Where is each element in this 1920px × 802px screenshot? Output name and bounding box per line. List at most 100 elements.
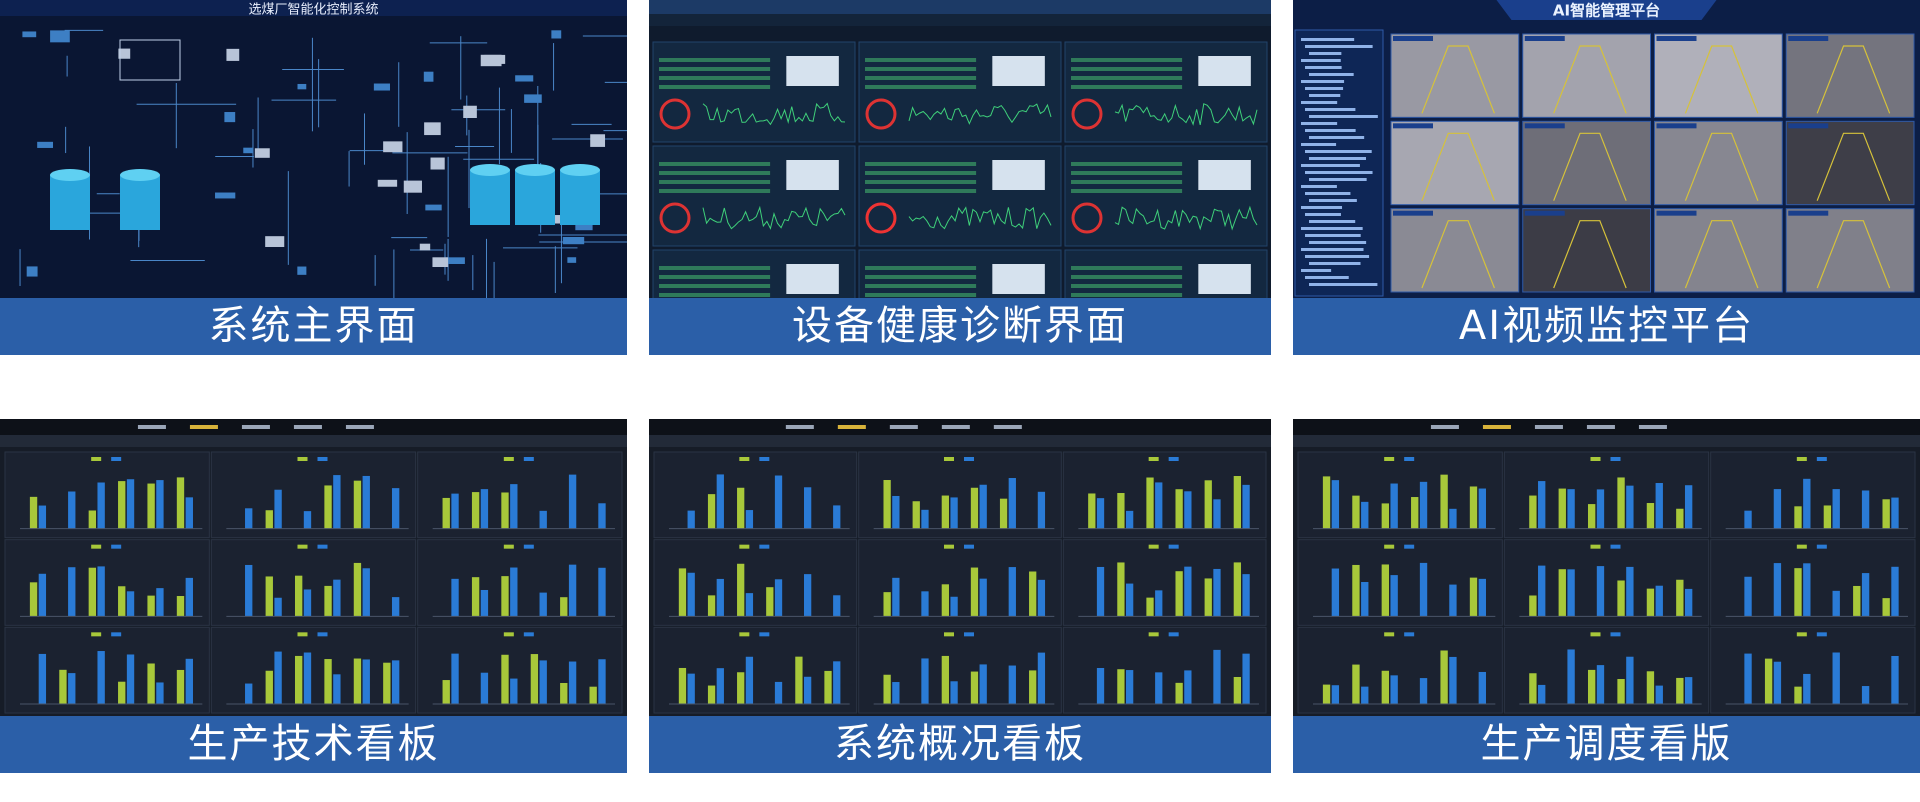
decor-bar bbox=[303, 589, 312, 617]
tree-item bbox=[1305, 171, 1373, 174]
decor-bar bbox=[480, 589, 489, 617]
legend-chip bbox=[739, 457, 750, 461]
metric-line bbox=[1071, 76, 1183, 80]
legend-chip bbox=[739, 544, 750, 549]
decor-bar bbox=[1882, 499, 1890, 529]
metric-line bbox=[1071, 171, 1183, 175]
tree-item bbox=[1309, 262, 1361, 265]
decor-bar bbox=[1764, 658, 1773, 704]
tree-item bbox=[1305, 66, 1342, 69]
tree-item bbox=[1309, 241, 1367, 244]
decor-bar bbox=[1538, 684, 1546, 704]
nav-item bbox=[137, 425, 166, 429]
decor-bar bbox=[185, 577, 193, 617]
nav-item bbox=[1638, 425, 1667, 429]
decor-bar bbox=[68, 673, 76, 704]
legend-chip bbox=[944, 457, 954, 461]
decor-bar bbox=[1617, 679, 1625, 704]
gauge bbox=[659, 98, 691, 130]
tree-item bbox=[1309, 283, 1378, 286]
metric-line bbox=[865, 85, 977, 89]
decor-bar bbox=[1390, 483, 1398, 529]
decor-bar bbox=[1529, 595, 1537, 617]
tree-item bbox=[1305, 255, 1370, 258]
decor-bar bbox=[1184, 491, 1192, 529]
legend-chip bbox=[944, 544, 954, 549]
legend-chip bbox=[1148, 457, 1159, 461]
decor-bar bbox=[1411, 497, 1419, 529]
decor-bar bbox=[1567, 649, 1575, 704]
wave bbox=[1114, 205, 1258, 231]
legend-chip bbox=[1816, 544, 1827, 549]
gauge bbox=[1071, 202, 1103, 234]
decor-bar bbox=[391, 488, 400, 529]
decor-bar bbox=[1037, 491, 1046, 529]
legend-chip bbox=[1610, 632, 1621, 637]
decor-bar bbox=[97, 651, 105, 704]
metric-line bbox=[1071, 162, 1183, 166]
decor-bar bbox=[979, 664, 987, 704]
tile-label bbox=[1788, 210, 1829, 216]
decor-bar bbox=[1213, 568, 1221, 617]
decor-bar bbox=[921, 509, 929, 529]
decor-bar bbox=[29, 496, 38, 529]
decor-bar bbox=[970, 567, 979, 617]
equipment bbox=[265, 236, 285, 247]
decor-bar bbox=[1352, 664, 1360, 704]
decor-bar bbox=[1676, 579, 1684, 617]
legend-chip bbox=[964, 632, 974, 637]
decor-bar bbox=[833, 661, 841, 704]
decor-bar bbox=[1832, 489, 1840, 529]
metric-line bbox=[865, 284, 977, 288]
equipment bbox=[567, 257, 577, 263]
decor-bar bbox=[97, 566, 105, 617]
legend-chip bbox=[1796, 457, 1807, 461]
nav-item bbox=[889, 425, 918, 429]
tree-item bbox=[1309, 115, 1378, 118]
decor-bar bbox=[1617, 477, 1625, 529]
camera-tile bbox=[1522, 33, 1651, 118]
equipment bbox=[432, 257, 449, 268]
tree-item bbox=[1301, 227, 1363, 230]
tank bbox=[560, 170, 600, 225]
nav-item bbox=[1430, 425, 1459, 429]
decor-bar bbox=[68, 567, 76, 617]
decor-bar bbox=[1891, 497, 1899, 529]
camera-tile bbox=[1390, 208, 1520, 293]
decor-bar bbox=[1146, 477, 1154, 529]
decor-bar bbox=[1440, 474, 1448, 529]
decor-bar bbox=[176, 669, 185, 704]
decor-bar bbox=[598, 503, 606, 529]
decor-bar bbox=[510, 567, 518, 617]
screen-title: AI智能管理平台 bbox=[1553, 2, 1660, 20]
decor-bar bbox=[1567, 489, 1575, 529]
metric-line bbox=[1071, 67, 1183, 71]
tab-bar bbox=[649, 435, 1271, 447]
belt-line bbox=[1553, 220, 1627, 289]
decor-bar bbox=[560, 597, 568, 617]
decor-bar bbox=[1352, 564, 1360, 617]
equipment bbox=[445, 257, 465, 264]
decor-bar bbox=[38, 653, 47, 704]
tank-top bbox=[50, 169, 90, 181]
legend-chip bbox=[944, 632, 954, 637]
equipment bbox=[425, 204, 442, 211]
decor-bar bbox=[362, 659, 370, 704]
decor-bar bbox=[362, 475, 370, 529]
decor-bar bbox=[1676, 508, 1684, 529]
tree-item bbox=[1305, 276, 1349, 279]
background bbox=[0, 0, 627, 298]
decor-bar bbox=[1029, 670, 1037, 704]
wave bbox=[908, 206, 1052, 230]
decor-bar bbox=[185, 658, 193, 704]
tree-item bbox=[1305, 192, 1351, 195]
legend-chip bbox=[1148, 632, 1159, 637]
decor-bar bbox=[941, 495, 949, 529]
wave bbox=[702, 205, 846, 230]
gauge bbox=[865, 202, 897, 234]
tree-item bbox=[1301, 38, 1355, 41]
decor-bar bbox=[245, 683, 253, 704]
belt-line bbox=[1421, 220, 1495, 289]
nav-item bbox=[785, 425, 814, 429]
decor-bar bbox=[471, 492, 480, 529]
